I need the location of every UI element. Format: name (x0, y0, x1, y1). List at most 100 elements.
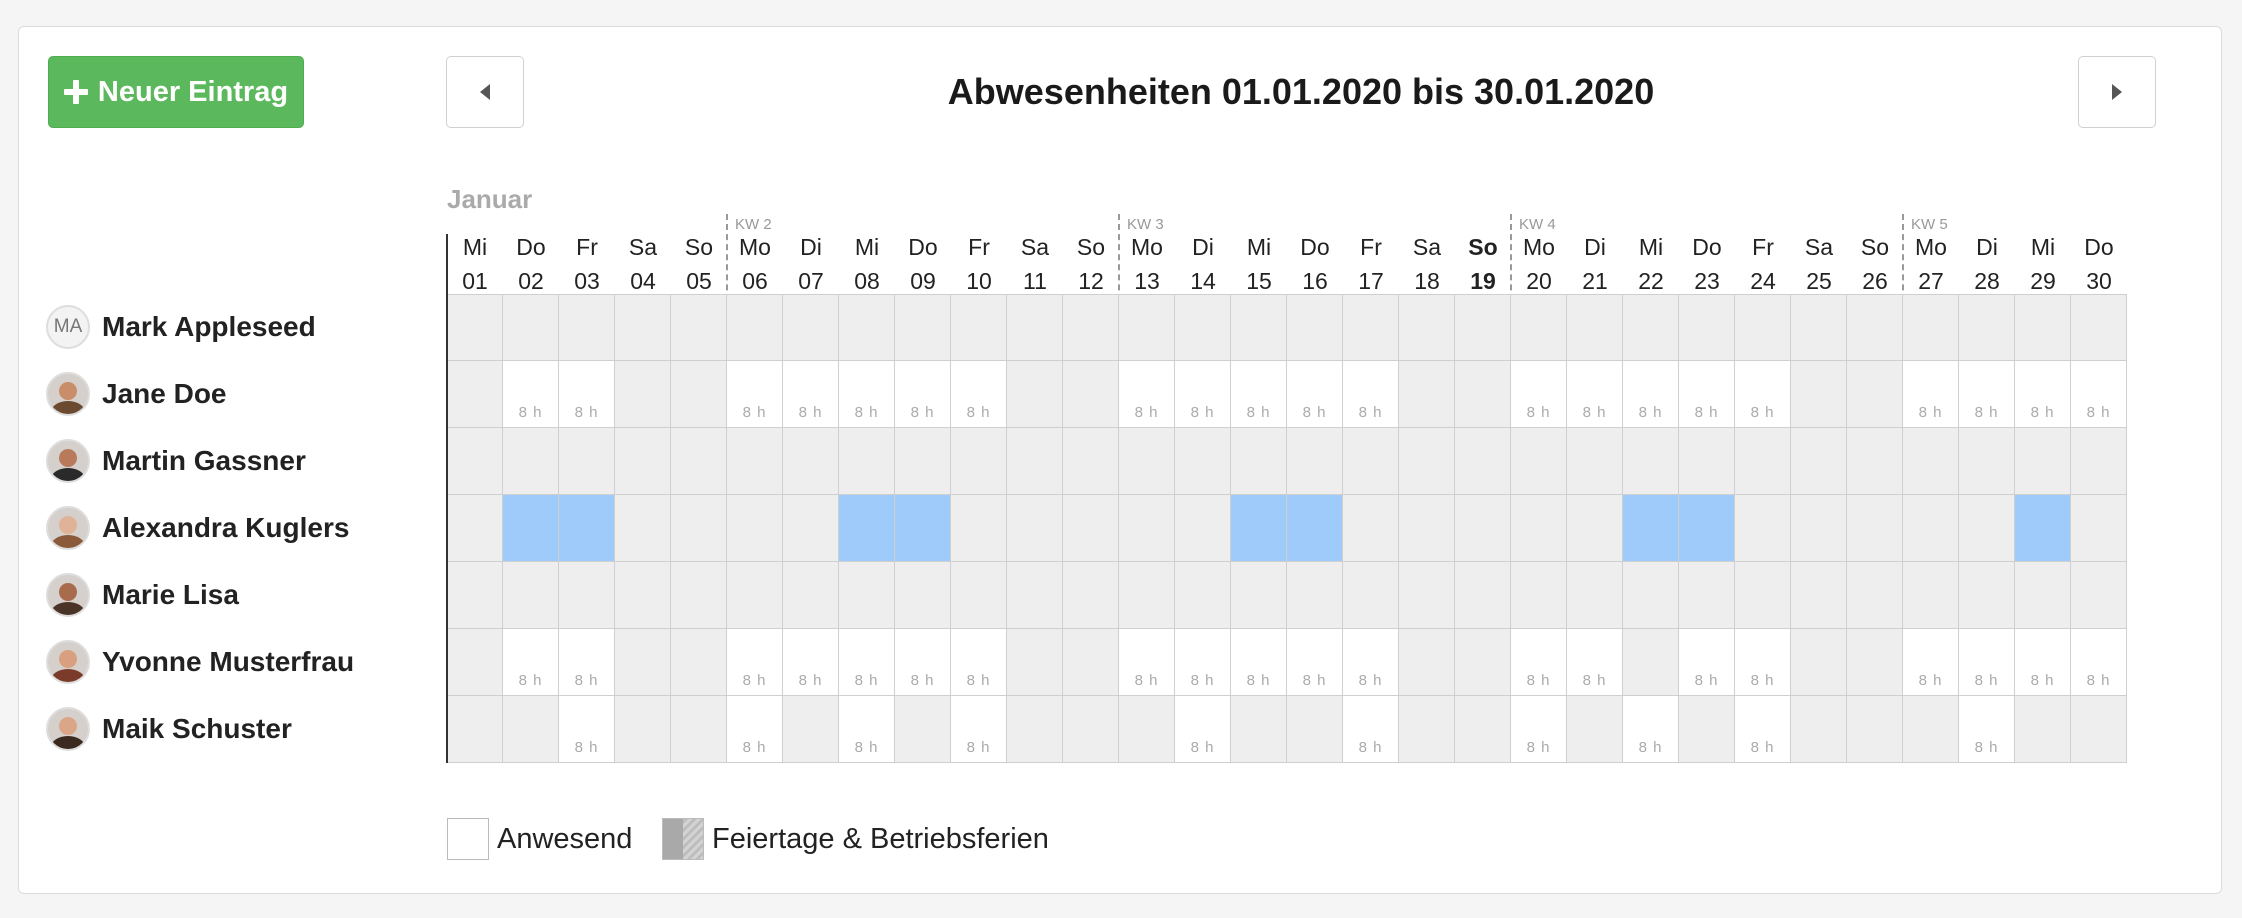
off-day-cell[interactable] (615, 428, 671, 495)
off-day-cell[interactable] (1399, 361, 1455, 428)
off-day-cell[interactable] (2071, 562, 2127, 629)
off-day-cell[interactable] (1399, 294, 1455, 361)
off-day-cell[interactable] (727, 294, 783, 361)
off-day-cell[interactable] (1903, 495, 1959, 562)
off-day-cell[interactable] (2015, 562, 2071, 629)
off-day-cell[interactable] (2071, 294, 2127, 361)
present-cell[interactable]: 8 h (503, 361, 559, 428)
off-day-cell[interactable] (839, 428, 895, 495)
present-cell[interactable]: 8 h (1903, 361, 1959, 428)
off-day-cell[interactable] (1847, 294, 1903, 361)
off-day-cell[interactable] (727, 428, 783, 495)
off-day-cell[interactable] (1343, 495, 1399, 562)
off-day-cell[interactable] (1791, 361, 1847, 428)
off-day-cell[interactable] (1175, 562, 1231, 629)
off-day-cell[interactable] (1455, 495, 1511, 562)
off-day-cell[interactable] (1623, 629, 1679, 696)
off-day-cell[interactable] (1007, 361, 1063, 428)
person-row[interactable]: Maik Schuster (46, 704, 292, 754)
off-day-cell[interactable] (1847, 562, 1903, 629)
off-day-cell[interactable] (1567, 294, 1623, 361)
person-row[interactable]: Jane Doe (46, 369, 227, 419)
present-cell[interactable]: 8 h (727, 629, 783, 696)
off-day-cell[interactable] (951, 294, 1007, 361)
off-day-cell[interactable] (1735, 294, 1791, 361)
off-day-cell[interactable] (951, 495, 1007, 562)
present-cell[interactable]: 8 h (1231, 361, 1287, 428)
off-day-cell[interactable] (1511, 428, 1567, 495)
off-day-cell[interactable] (951, 562, 1007, 629)
off-day-cell[interactable] (1455, 361, 1511, 428)
off-day-cell[interactable] (1119, 696, 1175, 763)
off-day-cell[interactable] (1791, 495, 1847, 562)
off-day-cell[interactable] (559, 428, 615, 495)
off-day-cell[interactable] (1007, 629, 1063, 696)
absence-cell[interactable] (559, 495, 615, 562)
present-cell[interactable]: 8 h (1231, 629, 1287, 696)
off-day-cell[interactable] (615, 361, 671, 428)
off-day-cell[interactable] (559, 562, 615, 629)
present-cell[interactable]: 8 h (1343, 629, 1399, 696)
off-day-cell[interactable] (1623, 428, 1679, 495)
off-day-cell[interactable] (1903, 562, 1959, 629)
off-day-cell[interactable] (2071, 495, 2127, 562)
present-cell[interactable]: 8 h (1511, 629, 1567, 696)
off-day-cell[interactable] (1903, 428, 1959, 495)
present-cell[interactable]: 8 h (559, 629, 615, 696)
off-day-cell[interactable] (1791, 696, 1847, 763)
off-day-cell[interactable] (1287, 428, 1343, 495)
present-cell[interactable]: 8 h (1175, 361, 1231, 428)
new-entry-button[interactable]: Neuer Eintrag (48, 56, 304, 128)
off-day-cell[interactable] (1567, 495, 1623, 562)
absence-cell[interactable] (895, 495, 951, 562)
off-day-cell[interactable] (1847, 361, 1903, 428)
person-row[interactable]: MA Mark Appleseed (46, 302, 316, 352)
off-day-cell[interactable] (1119, 294, 1175, 361)
off-day-cell[interactable] (447, 696, 503, 763)
off-day-cell[interactable] (783, 428, 839, 495)
absence-cell[interactable] (1679, 495, 1735, 562)
off-day-cell[interactable] (1231, 696, 1287, 763)
off-day-cell[interactable] (447, 495, 503, 562)
off-day-cell[interactable] (615, 629, 671, 696)
off-day-cell[interactable] (1959, 428, 2015, 495)
off-day-cell[interactable] (1399, 495, 1455, 562)
off-day-cell[interactable] (1679, 562, 1735, 629)
off-day-cell[interactable] (447, 294, 503, 361)
off-day-cell[interactable] (951, 428, 1007, 495)
present-cell[interactable]: 8 h (1343, 361, 1399, 428)
off-day-cell[interactable] (1959, 495, 2015, 562)
off-day-cell[interactable] (783, 294, 839, 361)
off-day-cell[interactable] (1455, 428, 1511, 495)
off-day-cell[interactable] (1007, 294, 1063, 361)
off-day-cell[interactable] (1959, 562, 2015, 629)
off-day-cell[interactable] (447, 361, 503, 428)
off-day-cell[interactable] (1343, 562, 1399, 629)
off-day-cell[interactable] (1511, 495, 1567, 562)
present-cell[interactable]: 8 h (1679, 629, 1735, 696)
off-day-cell[interactable] (1063, 629, 1119, 696)
off-day-cell[interactable] (1903, 696, 1959, 763)
off-day-cell[interactable] (727, 495, 783, 562)
off-day-cell[interactable] (1455, 696, 1511, 763)
present-cell[interactable]: 8 h (951, 696, 1007, 763)
off-day-cell[interactable] (1679, 428, 1735, 495)
off-day-cell[interactable] (1399, 629, 1455, 696)
off-day-cell[interactable] (1343, 294, 1399, 361)
off-day-cell[interactable] (447, 562, 503, 629)
off-day-cell[interactable] (1231, 294, 1287, 361)
off-day-cell[interactable] (1175, 428, 1231, 495)
off-day-cell[interactable] (1343, 428, 1399, 495)
present-cell[interactable]: 8 h (2015, 629, 2071, 696)
off-day-cell[interactable] (1063, 428, 1119, 495)
off-day-cell[interactable] (1231, 562, 1287, 629)
off-day-cell[interactable] (1399, 696, 1455, 763)
present-cell[interactable]: 8 h (895, 361, 951, 428)
off-day-cell[interactable] (1623, 562, 1679, 629)
off-day-cell[interactable] (671, 361, 727, 428)
off-day-cell[interactable] (1735, 428, 1791, 495)
off-day-cell[interactable] (1007, 495, 1063, 562)
off-day-cell[interactable] (671, 428, 727, 495)
person-row[interactable]: Yvonne Musterfrau (46, 637, 354, 687)
present-cell[interactable]: 8 h (1287, 629, 1343, 696)
